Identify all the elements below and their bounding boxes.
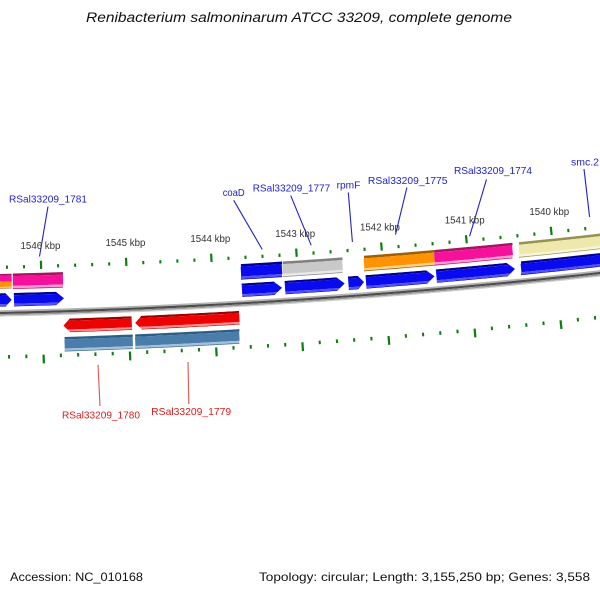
svg-text:rpmF: rpmF: [337, 181, 361, 192]
svg-text:1542 kbp: 1542 kbp: [360, 223, 400, 234]
svg-text:Accession: NC_010168: Accession: NC_010168: [10, 570, 143, 584]
svg-text:coaD: coaD: [223, 188, 245, 199]
svg-text:RSal33209_1780: RSal33209_1780: [62, 410, 140, 421]
svg-text:Renibacterium salmoninarum ATC: Renibacterium salmoninarum ATCC 33209, c…: [86, 10, 512, 25]
svg-text:1540 kbp: 1540 kbp: [529, 207, 569, 218]
svg-text:1544 kbp: 1544 kbp: [190, 234, 230, 245]
svg-text:RSal33209_1781: RSal33209_1781: [9, 195, 87, 206]
svg-text:1541 kbp: 1541 kbp: [445, 215, 485, 226]
svg-text:RSal33209_1779: RSal33209_1779: [151, 407, 231, 418]
svg-text:RSal33209_1775: RSal33209_1775: [368, 176, 448, 187]
svg-text:Topology: circular; Length: 3,: Topology: circular; Length: 3,155,250 bp…: [259, 570, 590, 584]
svg-text:RSal33209_1777: RSal33209_1777: [253, 184, 331, 195]
svg-text:1546 kbp: 1546 kbp: [21, 241, 61, 252]
svg-text:smc.2: smc.2: [571, 158, 599, 169]
svg-text:1545 kbp: 1545 kbp: [106, 238, 146, 249]
svg-text:RSal33209_1774: RSal33209_1774: [454, 166, 532, 177]
svg-text:1543 kbp: 1543 kbp: [275, 229, 315, 240]
